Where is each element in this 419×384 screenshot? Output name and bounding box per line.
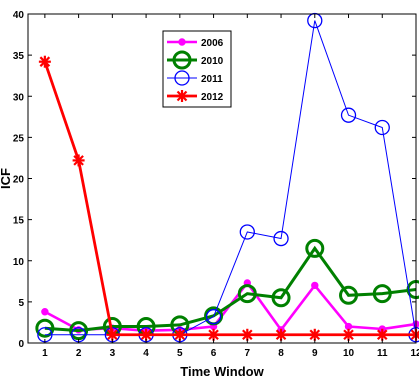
data-point-2012 xyxy=(376,328,389,341)
data-point-2011 xyxy=(273,230,289,247)
data-point-2010 xyxy=(69,321,89,341)
x-tick-label: 11 xyxy=(377,348,388,359)
x-tick-label: 7 xyxy=(245,348,251,359)
star-stroke xyxy=(73,155,84,166)
legend: 2006 2010 2011 2012 xyxy=(162,30,232,108)
data-point-2010 xyxy=(271,288,291,308)
y-tick-label: 15 xyxy=(13,216,25,227)
x-tick-label: 4 xyxy=(143,348,149,359)
y-tick-label: 20 xyxy=(13,175,25,186)
star-stroke xyxy=(275,329,287,341)
data-point-2012 xyxy=(140,328,153,341)
series-line-2010 xyxy=(44,245,417,333)
y-tick-label: 35 xyxy=(13,51,25,62)
x-tick-label: 12 xyxy=(410,348,419,359)
y-axis-label: ICF xyxy=(0,168,13,189)
series-layer xyxy=(35,12,419,343)
legend-label: 2006 xyxy=(201,38,224,49)
data-point-2012 xyxy=(342,328,355,341)
data-point-2012 xyxy=(173,328,186,341)
y-tick-label: 25 xyxy=(13,133,25,144)
y-tick-label: 0 xyxy=(18,339,24,350)
y-tick-label: 40 xyxy=(13,10,25,21)
x-axis-label: Time Window xyxy=(180,364,264,379)
x-tick-label: 5 xyxy=(177,348,183,359)
data-point-2011 xyxy=(374,119,390,136)
data-point-2011 xyxy=(239,224,255,240)
axes xyxy=(27,13,417,344)
legend-box xyxy=(162,30,232,108)
series-2010 xyxy=(35,238,419,341)
legend-swatch-marker xyxy=(174,70,190,86)
data-point-2011 xyxy=(340,107,357,123)
data-point-2010 xyxy=(339,285,359,305)
data-point-2012 xyxy=(38,55,51,68)
data-point-2012 xyxy=(72,154,85,167)
x-tick-label: 9 xyxy=(312,348,318,359)
legend-label: 2012 xyxy=(201,92,224,103)
data-point-2010 xyxy=(237,284,257,304)
data-point-2012 xyxy=(241,328,254,341)
x-tick-label: 1 xyxy=(42,348,48,359)
star-stroke xyxy=(309,329,321,341)
data-point-2012 xyxy=(207,328,220,341)
data-point-2011 xyxy=(205,309,222,325)
series-2012 xyxy=(38,55,419,341)
data-point-2012 xyxy=(410,328,419,341)
x-tick-label: 8 xyxy=(278,348,284,359)
data-point-2006 xyxy=(311,281,319,290)
data-point-2010 xyxy=(305,238,325,258)
star-stroke xyxy=(242,329,253,341)
star-stroke xyxy=(376,329,388,341)
legend-item-2012: 2012 xyxy=(167,90,224,103)
x-tick-label: 3 xyxy=(110,348,116,359)
star-stroke xyxy=(176,90,188,102)
x-tick-label: 10 xyxy=(343,348,355,359)
star-stroke xyxy=(140,329,152,341)
y-tick-label: 5 xyxy=(18,298,24,309)
data-point-2012 xyxy=(308,328,321,341)
legend-swatch-marker xyxy=(178,38,186,46)
data-point-2006 xyxy=(41,308,49,316)
x-tick-label: 6 xyxy=(211,348,217,359)
legend-item-2011: 2011 xyxy=(167,70,223,86)
star-stroke xyxy=(174,329,186,341)
data-point-2010 xyxy=(372,284,392,304)
legend-item-2010: 2010 xyxy=(167,50,224,70)
legend-item-2006: 2006 xyxy=(167,38,224,49)
legend-label: 2011 xyxy=(201,74,223,85)
y-tick-label: 30 xyxy=(13,92,25,103)
star-stroke xyxy=(208,329,219,341)
legend-swatch-marker xyxy=(176,90,188,102)
series-2006 xyxy=(41,279,419,335)
legend-swatch-marker xyxy=(172,50,192,70)
series-line-2006 xyxy=(44,280,417,333)
y-tick-label: 10 xyxy=(13,257,25,268)
star-stroke xyxy=(39,56,51,67)
star-stroke xyxy=(343,329,354,341)
data-point-2010 xyxy=(35,318,55,338)
legend-label: 2010 xyxy=(201,56,224,67)
x-tick-label: 2 xyxy=(76,348,82,359)
data-point-2012 xyxy=(106,328,119,341)
star-stroke xyxy=(107,329,118,341)
data-point-2012 xyxy=(275,328,288,341)
